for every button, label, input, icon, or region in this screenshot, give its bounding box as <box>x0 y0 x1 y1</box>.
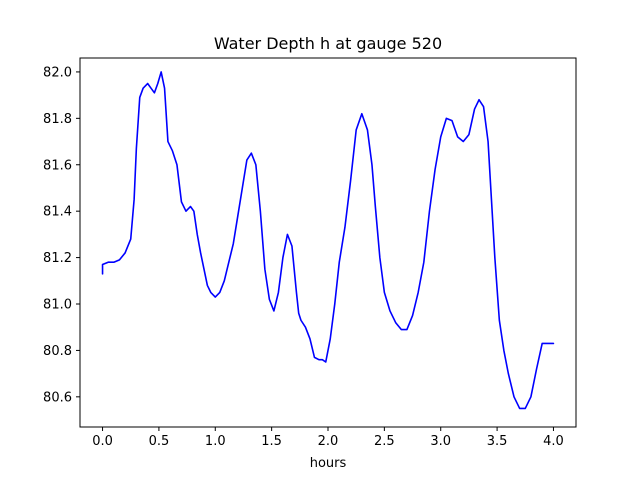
y-tick-label: 82.0 <box>43 65 72 80</box>
x-tick-label: 3.5 <box>487 434 508 449</box>
y-axis-ticks: 80.6 80.8 81.0 81.2 81.4 81.6 81.8 82.0 <box>43 65 80 405</box>
y-tick-label: 81.2 <box>43 251 72 266</box>
y-tick-label: 80.8 <box>43 344 72 359</box>
x-tick-label: 2.5 <box>374 434 395 449</box>
x-tick-label: 0.0 <box>92 434 113 449</box>
y-tick-label: 81.6 <box>43 158 72 173</box>
x-tick-label: 1.5 <box>261 434 282 449</box>
x-tick-label: 4.0 <box>543 434 564 449</box>
series-line-0 <box>101 71 555 410</box>
x-tick-label: 1.0 <box>205 434 226 449</box>
y-tick-label: 81.4 <box>43 205 72 220</box>
x-tick-label: 0.5 <box>149 434 170 449</box>
y-tick-label: 80.6 <box>43 390 72 405</box>
y-tick-label: 81.8 <box>43 112 72 127</box>
y-tick-label: 81.0 <box>43 298 72 313</box>
x-tick-label: 2.0 <box>318 434 339 449</box>
x-tick-label: 3.0 <box>430 434 451 449</box>
x-axis-ticks: 0.0 0.5 1.0 1.5 2.0 2.5 3.0 3.5 4.0 <box>92 427 564 449</box>
chart-title: Water Depth h at gauge 520 <box>214 34 442 53</box>
x-axis-label: hours <box>310 456 347 471</box>
